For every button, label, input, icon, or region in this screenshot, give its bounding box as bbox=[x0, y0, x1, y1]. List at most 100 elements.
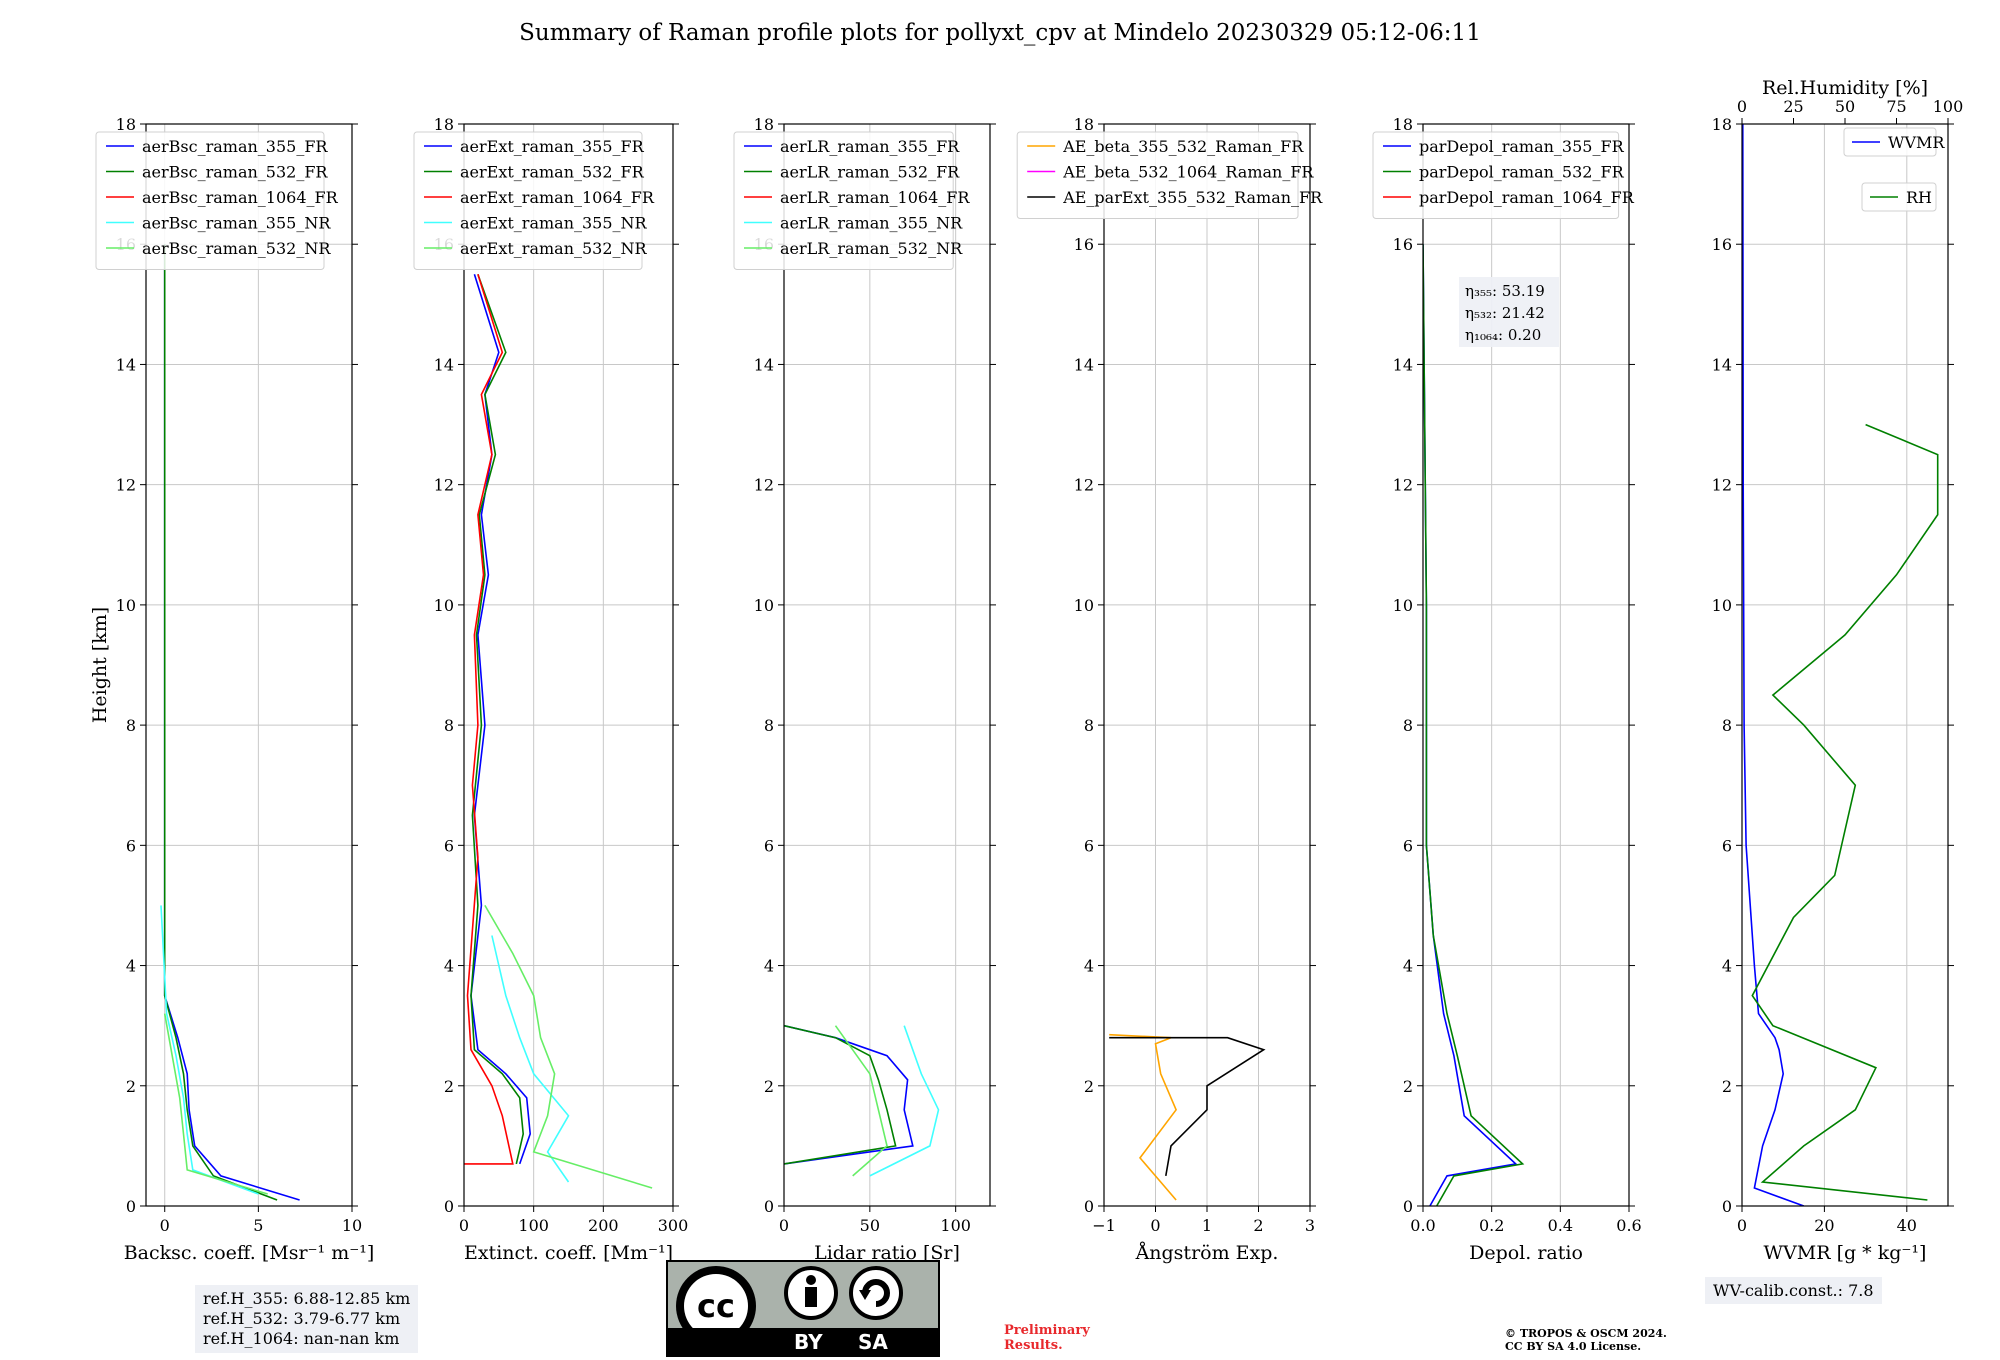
cc-icon-glyph: cc bbox=[697, 1287, 735, 1325]
y-tick-label: 16 bbox=[1712, 235, 1732, 254]
y-tick-label: 8 bbox=[444, 716, 454, 735]
series-group bbox=[1742, 124, 1939, 1206]
y-tick-label: 2 bbox=[444, 1077, 454, 1096]
by-person-body bbox=[805, 1287, 817, 1307]
series-group bbox=[784, 1024, 940, 1177]
series-line bbox=[1109, 1033, 1178, 1201]
x-axis-label: Extinct. coeff. [Mm⁻¹] bbox=[464, 1242, 673, 1264]
y-tick-label: 8 bbox=[126, 716, 136, 735]
copyright-note: © TROPOS & OSCM 2024. CC BY SA 4.0 Licen… bbox=[1505, 1327, 1667, 1353]
series-line bbox=[1109, 1036, 1266, 1177]
y-tick-label: 4 bbox=[1722, 957, 1732, 976]
series-line bbox=[470, 274, 532, 1165]
series-line bbox=[163, 1013, 268, 1195]
cc-by-label: BY bbox=[794, 1330, 823, 1354]
series-line bbox=[160, 905, 259, 1195]
ref-height-1064: ref.H_1064: nan-nan km bbox=[203, 1329, 400, 1348]
legend-entry: aerBsc_raman_355_FR bbox=[142, 137, 328, 156]
preliminary-line-1: Preliminary bbox=[1004, 1323, 1090, 1338]
x-tick-label: 0 bbox=[160, 1216, 170, 1235]
ref-height-532: ref.H_532: 3.79-6.77 km bbox=[203, 1309, 401, 1328]
y-tick-label: 18 bbox=[1712, 115, 1732, 134]
chart-panel-5: 0.0 0.2 0.4 0.6 0 2 4 6 8 10 12 14 16 18 Depol. ratio p… bbox=[1372, 115, 1642, 1264]
cc-icon bbox=[684, 1274, 748, 1338]
legend-entry: aerLR_raman_355_NR bbox=[780, 214, 963, 233]
series-line bbox=[163, 244, 300, 1201]
y-tick-label: 18 bbox=[1393, 115, 1413, 134]
figure-title: Summary of Raman profile plots for polly… bbox=[519, 20, 1481, 46]
legend-entry: parDepol_raman_532_FR bbox=[1419, 163, 1625, 182]
y-tick-label: 12 bbox=[754, 476, 774, 495]
y-tick-label: 10 bbox=[434, 596, 454, 615]
chart-panel-2: 0100200300024681012141618Extinct. coeff.… bbox=[413, 115, 689, 1264]
legend-box bbox=[1843, 127, 1937, 157]
series-line bbox=[834, 1025, 888, 1177]
x-tick-label: 0.2 bbox=[1479, 1216, 1504, 1235]
legend-box bbox=[413, 131, 643, 270]
legend-entry: AE_beta_355_532_Raman_FR bbox=[1062, 137, 1304, 156]
series-line bbox=[784, 1024, 897, 1165]
series-line bbox=[1742, 124, 1805, 1206]
legend-entry: parDepol_raman_355_FR bbox=[1419, 137, 1625, 156]
legend-entry: RH bbox=[1906, 188, 1932, 207]
series-group bbox=[464, 274, 653, 1189]
y-tick-label: 4 bbox=[444, 957, 454, 976]
y-tick-label: 6 bbox=[126, 836, 136, 855]
x-tick-label: 200 bbox=[588, 1216, 619, 1235]
y-tick-label: 8 bbox=[1084, 716, 1094, 735]
by-person-head bbox=[806, 1275, 816, 1285]
reference-height-box: ref.H_355: 6.88-12.85 km ref.H_532: 3.79… bbox=[195, 1285, 419, 1353]
x-tick-label: −1 bbox=[1092, 1216, 1116, 1235]
x-tick-label: 40 bbox=[1897, 1216, 1917, 1235]
sa-arrow bbox=[862, 1279, 890, 1307]
chart-panel-6: 0 20 40 0 2 4 6 8 10 12 14 16 18 WVMR [g * kg⁻¹] 0 25 50… bbox=[1712, 77, 1964, 1264]
y-tick-label: 2 bbox=[764, 1077, 774, 1096]
legend-entry: aerBsc_raman_532_FR bbox=[142, 163, 328, 182]
y-tick-label: 4 bbox=[764, 957, 774, 976]
x-axis-label: Ångström Exp. bbox=[1135, 1242, 1279, 1264]
y-tick-label: 10 bbox=[754, 596, 774, 615]
preliminary-note: Preliminary Results. bbox=[1004, 1323, 1090, 1353]
annotation-text: η₃₅₅: 53.19 bbox=[1465, 282, 1545, 300]
cc-sa-label: SA bbox=[858, 1330, 888, 1354]
legend-entry: AE_parExt_355_532_Raman_FR bbox=[1062, 188, 1323, 207]
legend-box bbox=[1372, 131, 1620, 219]
axes-frame bbox=[463, 123, 674, 1207]
x2-tick-label: 50 bbox=[1835, 97, 1855, 116]
series-line bbox=[464, 274, 514, 1165]
annotation-box bbox=[1459, 277, 1559, 347]
legend-entry: WVMR bbox=[1888, 133, 1945, 152]
ref-height-355: ref.H_355: 6.88-12.85 km bbox=[203, 1289, 411, 1308]
y-tick-label: 14 bbox=[116, 355, 136, 374]
y-tick-label: 14 bbox=[1393, 355, 1413, 374]
y-tick-label: 10 bbox=[1393, 596, 1413, 615]
legend-box bbox=[1016, 131, 1299, 219]
legend-box bbox=[95, 131, 325, 270]
copyright-line-1: © TROPOS & OSCM 2024. bbox=[1505, 1327, 1667, 1340]
x-axis-label: Lidar ratio [Sr] bbox=[814, 1242, 960, 1264]
sa-arrow-head bbox=[859, 1290, 871, 1300]
legend-box bbox=[733, 131, 954, 270]
y-tick-label: 14 bbox=[1074, 355, 1094, 374]
annotation-text: η₁₀₆₄: 0.20 bbox=[1465, 326, 1541, 344]
y-tick-label: 18 bbox=[434, 115, 454, 134]
x-tick-label: 20 bbox=[1814, 1216, 1834, 1235]
legend-box bbox=[1861, 182, 1937, 212]
y-tick-label: 6 bbox=[444, 836, 454, 855]
x-tick-label: 100 bbox=[940, 1216, 971, 1235]
y-tick-label: 4 bbox=[1084, 957, 1094, 976]
x-tick-label: 300 bbox=[658, 1216, 689, 1235]
legend-entry: aerLR_raman_532_NR bbox=[780, 239, 963, 258]
y-tick-label: 2 bbox=[126, 1077, 136, 1096]
y-tick-label: 8 bbox=[1722, 716, 1732, 735]
x2-tick-label: 100 bbox=[1933, 97, 1964, 116]
legend-entry: aerBsc_raman_355_NR bbox=[142, 214, 331, 233]
x-tick-label: 1 bbox=[1202, 1216, 1212, 1235]
series-line bbox=[869, 1025, 940, 1177]
y-tick-label: 12 bbox=[116, 476, 136, 495]
x2-tick-label: 0 bbox=[1737, 97, 1747, 116]
x-tick-label: 2 bbox=[1253, 1216, 1263, 1235]
axes-frame bbox=[1741, 123, 1949, 1207]
y-tick-label: 18 bbox=[116, 115, 136, 134]
y-tick-label: 18 bbox=[1074, 115, 1094, 134]
